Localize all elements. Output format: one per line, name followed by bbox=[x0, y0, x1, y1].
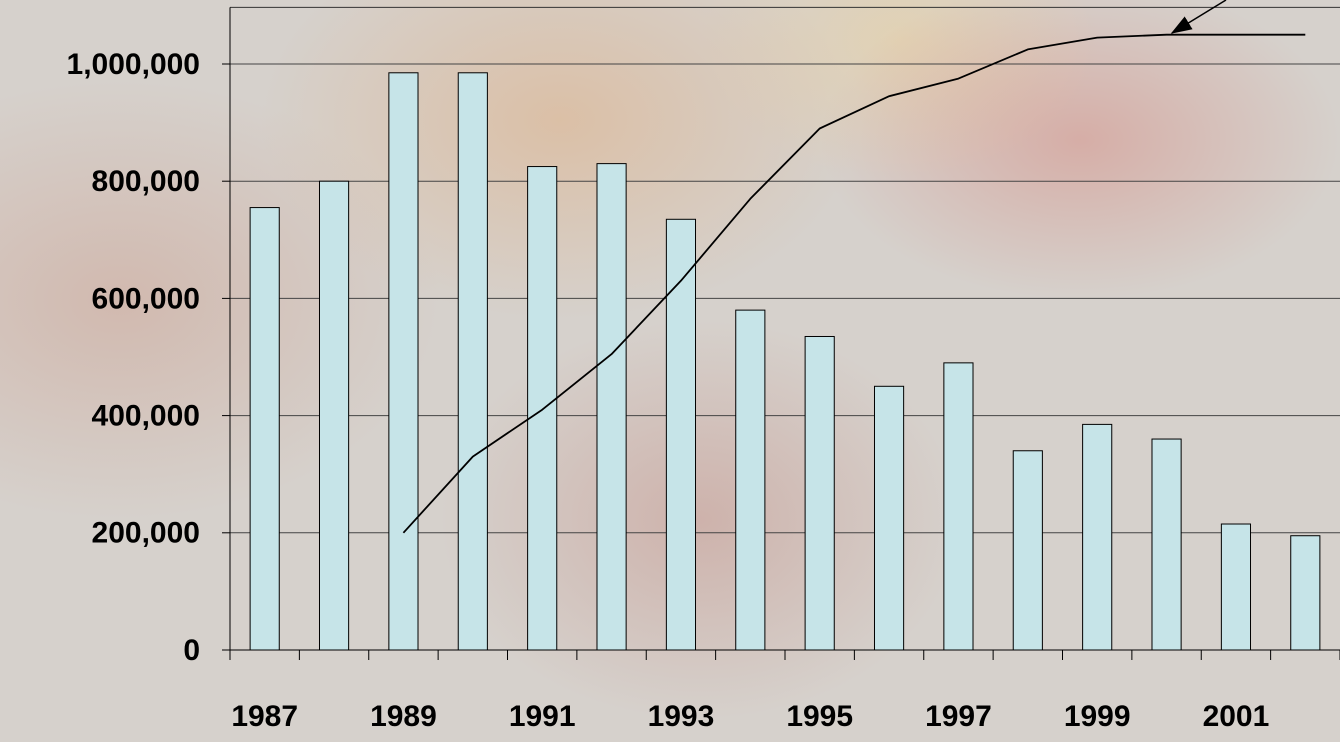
bar bbox=[457, 72, 488, 651]
bar bbox=[596, 163, 627, 651]
x-tick-label: 1999 bbox=[1064, 700, 1131, 733]
bar bbox=[943, 362, 974, 651]
bar bbox=[388, 72, 419, 651]
annotation-arrow bbox=[1170, 0, 1227, 34]
x-tick-label: 1987 bbox=[231, 700, 298, 733]
x-tick-label: 2001 bbox=[1203, 700, 1270, 733]
x-tick-label: 1993 bbox=[648, 700, 715, 733]
x-tick-label: 1995 bbox=[786, 700, 853, 733]
y-tick-label: 0 bbox=[183, 634, 200, 667]
y-tick-label: 800,000 bbox=[92, 165, 200, 198]
bar bbox=[873, 385, 905, 651]
x-tick-label: 1989 bbox=[370, 700, 437, 733]
y-tick-label: 400,000 bbox=[92, 400, 200, 433]
bar bbox=[804, 335, 835, 651]
bar bbox=[249, 207, 280, 651]
bar bbox=[1012, 450, 1043, 651]
y-tick-label: 200,000 bbox=[92, 517, 200, 550]
bar bbox=[735, 309, 766, 651]
x-tick-label: 1997 bbox=[925, 700, 992, 733]
bar bbox=[1220, 523, 1252, 651]
y-tick-label: 1,000,000 bbox=[67, 48, 200, 81]
bar bbox=[1082, 423, 1113, 651]
bar bbox=[318, 180, 350, 651]
bar bbox=[1290, 535, 1321, 651]
x-tick-label: 1991 bbox=[509, 700, 576, 733]
line bbox=[402, 33, 1306, 534]
bar bbox=[1151, 438, 1182, 651]
bar bbox=[527, 166, 558, 651]
bar bbox=[665, 218, 697, 651]
y-tick-label: 600,000 bbox=[92, 282, 200, 315]
